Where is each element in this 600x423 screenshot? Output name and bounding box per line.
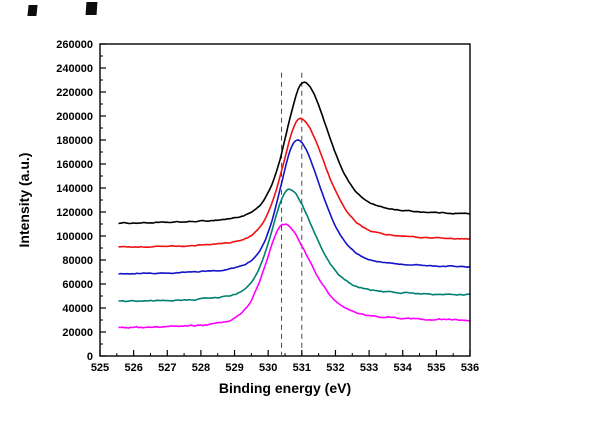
- y-tick-label: 100000: [56, 231, 93, 243]
- y-tick-label: 20000: [62, 327, 93, 339]
- x-tick-label: 531: [293, 362, 311, 374]
- series-black: [118, 81, 470, 225]
- y-tick-label: 80000: [62, 255, 93, 267]
- y-tick-label: 240000: [56, 63, 93, 75]
- y-axis-title: Intensity (a.u.): [16, 152, 32, 248]
- x-tick-label: 529: [225, 362, 243, 374]
- y-tick-label: 220000: [56, 87, 93, 99]
- x-tick-label: 535: [427, 362, 445, 374]
- y-tick-label: 180000: [56, 135, 93, 147]
- y-tick-label: 60000: [62, 279, 93, 291]
- series-teal: [118, 188, 470, 303]
- x-tick-label: 526: [124, 362, 142, 374]
- series-blue: [118, 139, 470, 275]
- x-tick-label: 527: [158, 362, 176, 374]
- x-tick-label: 525: [91, 362, 109, 374]
- x-tick-label: 533: [360, 362, 378, 374]
- y-tick-label: 200000: [56, 111, 93, 123]
- x-tick-label: 532: [326, 362, 344, 374]
- x-tick-label: 530: [259, 362, 277, 374]
- y-tick-label: 120000: [56, 207, 93, 219]
- x-tick-label: 536: [461, 362, 479, 374]
- x-tick-label: 528: [192, 362, 210, 374]
- plot-frame: [99, 43, 471, 357]
- x-axis-title: Binding energy (eV): [218, 380, 352, 396]
- series-red: [118, 117, 470, 249]
- y-tick-label: 40000: [62, 303, 93, 315]
- y-tick-label: 160000: [56, 159, 93, 171]
- series-magenta: [118, 223, 470, 329]
- y-tick-label: 0: [87, 351, 93, 363]
- x-tick-label: 534: [394, 362, 413, 374]
- y-tick-label: 140000: [56, 183, 93, 195]
- y-tick-label: 260000: [56, 39, 93, 51]
